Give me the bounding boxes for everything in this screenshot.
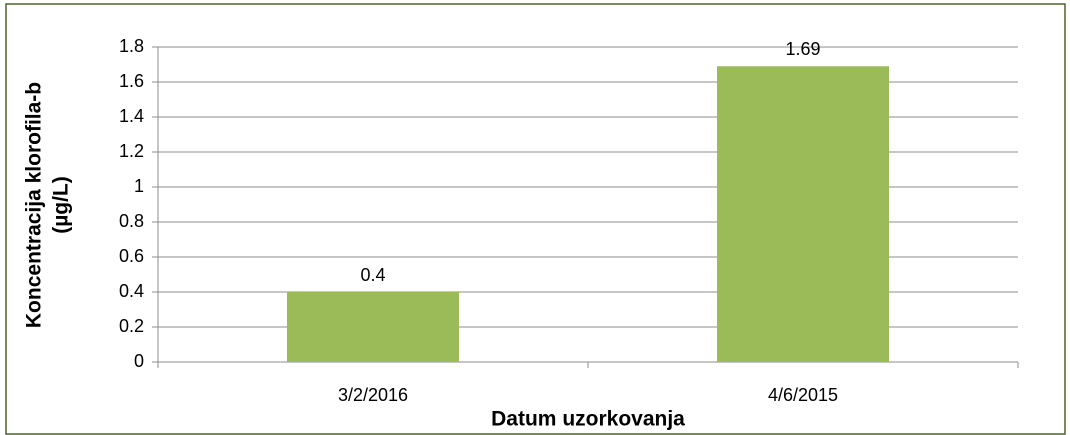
y-tick-label: 0.6 bbox=[119, 246, 144, 266]
x-tick-label: 4/6/2015 bbox=[768, 385, 838, 405]
y-tick-label: 1.2 bbox=[119, 141, 144, 161]
x-tick-label: 3/2/2016 bbox=[338, 385, 408, 405]
y-tick-label: 1.8 bbox=[119, 36, 144, 56]
y-tick-label: 1.4 bbox=[119, 106, 144, 126]
x-axis-title: Datum uzorkovanja bbox=[491, 408, 685, 431]
y-tick-label: 1.6 bbox=[119, 71, 144, 91]
y-tick-label: 0.2 bbox=[119, 316, 144, 336]
bar bbox=[287, 292, 459, 362]
data-label: 0.4 bbox=[360, 265, 385, 285]
data-label: 1.69 bbox=[785, 39, 820, 59]
y-tick-label: 1 bbox=[134, 176, 144, 196]
y-axis-title: Koncentracija klorofila-b bbox=[23, 82, 46, 328]
bar bbox=[717, 66, 889, 362]
y-tick-label: 0 bbox=[134, 351, 144, 371]
chart-frame bbox=[5, 3, 1066, 435]
y-axis-title: (µg/L) bbox=[50, 176, 73, 234]
y-tick-label: 0.8 bbox=[119, 211, 144, 231]
y-tick-label: 0.4 bbox=[119, 281, 144, 301]
